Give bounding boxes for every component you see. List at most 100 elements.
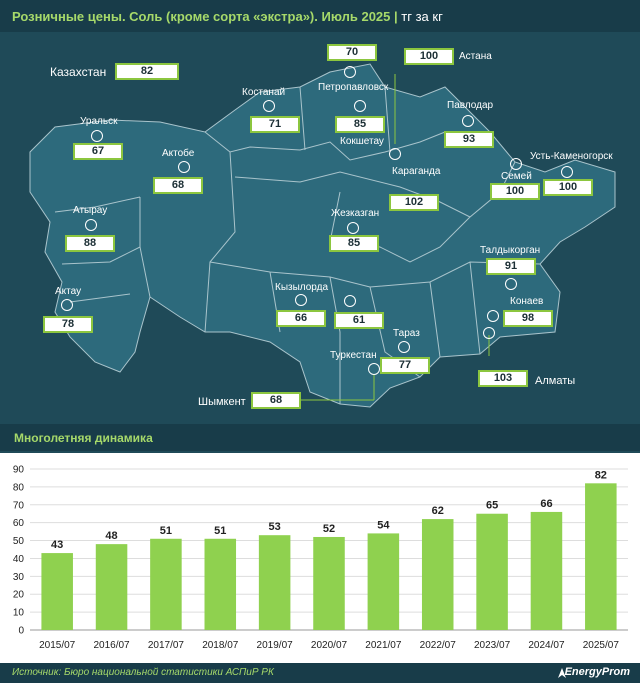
city-dot-taraz	[398, 341, 410, 353]
y-tick-label: 60	[13, 518, 25, 529]
bar-value-label: 66	[540, 498, 552, 510]
y-tick-label: 40	[13, 554, 25, 565]
value-box-konaev: 98	[503, 310, 553, 327]
y-tick-label: 20	[13, 590, 25, 601]
city-label-aktobe: Актобе	[162, 148, 195, 159]
value-box-zhezkazgan: 85	[329, 235, 379, 252]
x-axis-ticks: 2015/07 2016/07 2017/07 2018/07 2019/07 2020/…	[39, 640, 619, 651]
bar	[421, 519, 454, 630]
y-tick-label: 0	[18, 626, 24, 637]
value-box-kokshetau: 70	[327, 44, 377, 61]
y-tick-label: 80	[13, 482, 25, 493]
city-label-kokshetau: Кокшетау	[340, 136, 384, 147]
city-label-uralsk: Уральск	[80, 116, 118, 127]
city-dot-shymkent	[368, 363, 380, 375]
value-box-aktau: 78	[43, 316, 93, 333]
city-dot-atyrau	[85, 219, 97, 231]
border-south	[209, 261, 541, 404]
bar	[204, 538, 237, 630]
city-dot-astana	[389, 148, 401, 160]
value-box-atyrau: 88	[65, 235, 115, 252]
chart-svg: 0 10 20 30 40 50 60 70 80 90 43 48 51 51 53 52 54 62 65 66…	[13, 465, 628, 651]
title-separator: |	[394, 9, 402, 24]
city-dot-semey	[510, 158, 522, 170]
bar-value-label: 43	[51, 539, 63, 551]
value-box-shymkent: 68	[251, 392, 301, 409]
city-label-zhezkazgan: Жезказган	[331, 208, 380, 219]
city-label-almaty: Алматы	[535, 375, 576, 387]
map-outline	[29, 63, 616, 408]
x-tick-label: 2020/07	[311, 640, 348, 651]
value-box-karaganda: 102	[389, 194, 439, 211]
bar	[476, 513, 508, 630]
bar-value-label: 48	[105, 530, 117, 542]
footer-bar: Источник: Бюро национальной статистики А…	[0, 663, 640, 683]
city-dot-aktau	[61, 299, 73, 311]
city-label-taldykorgan: Талдыкорган	[480, 245, 541, 256]
x-tick-label: 2025/07	[583, 640, 620, 651]
header-bar: Розничные цены. Соль (кроме сорта «экстр…	[0, 0, 640, 32]
x-tick-label: 2023/07	[474, 640, 511, 651]
x-tick-label: 2018/07	[202, 640, 239, 651]
country-value-box: 82	[115, 63, 179, 80]
city-label-aktau: Актау	[55, 286, 82, 297]
city-label-shymkent: Шымкент	[198, 396, 246, 408]
city-label-kostanay: Костанай	[242, 87, 286, 98]
bar-value-label: 51	[214, 525, 226, 537]
map-regions	[29, 63, 616, 408]
city-dot-uralsk	[91, 130, 103, 142]
y-tick-label: 70	[13, 500, 25, 511]
kazakhstan-map	[29, 63, 616, 408]
city-dot-turkestan	[344, 295, 356, 307]
x-tick-label: 2022/07	[420, 640, 457, 651]
bar-value-label: 51	[160, 525, 172, 537]
y-tick-label: 10	[13, 608, 25, 619]
border-west	[54, 196, 151, 303]
y-tick-label: 90	[13, 465, 25, 476]
bar	[41, 553, 73, 630]
value-box-almaty: 103	[478, 370, 528, 387]
value-box-taraz: 77	[380, 357, 430, 374]
city-dot-zhezkazgan	[347, 222, 359, 234]
dynamics-header: Многолетняя динамика	[0, 424, 640, 451]
city-dot-pavlodar	[462, 115, 474, 127]
bar	[530, 511, 563, 630]
city-label-semey: Семей	[501, 171, 532, 182]
value-box-pavlodar: 93	[444, 131, 494, 148]
bar	[367, 533, 400, 630]
bar-value-label: 53	[269, 521, 281, 533]
map-section: Казахстан 82 Уральск 67 Актобе 68 Атырау…	[0, 32, 640, 422]
x-tick-label: 2019/07	[257, 640, 294, 651]
city-dot-konaev	[487, 310, 499, 322]
bar	[95, 544, 128, 630]
value-box-semey: 100	[490, 183, 540, 200]
bar	[258, 535, 291, 630]
value-box-kyzylorda: 66	[276, 310, 326, 327]
title-text: Розничные цены. Соль (кроме сорта «экстр…	[12, 9, 391, 24]
city-label-astana: Астана	[459, 51, 492, 62]
city-label-turkestan: Туркестан	[330, 350, 377, 361]
city-dot-kyzylorda	[295, 294, 307, 306]
country-label: Казахстан	[50, 65, 107, 79]
value-box-astana: 100	[404, 48, 454, 65]
city-dot-almaty	[483, 327, 495, 339]
x-tick-label: 2017/07	[148, 640, 185, 651]
dynamics-title: Многолетняя динамика	[14, 431, 153, 445]
bar-value-label: 82	[595, 469, 607, 481]
bars-layer	[41, 483, 617, 630]
city-dot-kokshetau	[344, 66, 356, 78]
x-tick-label: 2024/07	[528, 640, 565, 651]
page-title: Розничные цены. Соль (кроме сорта «экстр…	[12, 9, 443, 24]
city-dot-petropavlovsk	[354, 100, 366, 112]
city-dot-aktobe	[178, 161, 190, 173]
city-label-atyrau: Атырау	[73, 205, 108, 216]
bar-chart: 0 10 20 30 40 50 60 70 80 90 43 48 51 51 53 52 54 62 65 66…	[0, 453, 640, 663]
y-tick-label: 50	[13, 536, 25, 547]
x-tick-label: 2016/07	[93, 640, 130, 651]
brand-logo-icon	[558, 668, 566, 678]
bar	[150, 538, 182, 630]
city-label-taraz: Тараз	[393, 328, 420, 339]
value-box-turkestan: 61	[334, 312, 384, 329]
bar-value-label: 65	[486, 500, 498, 512]
